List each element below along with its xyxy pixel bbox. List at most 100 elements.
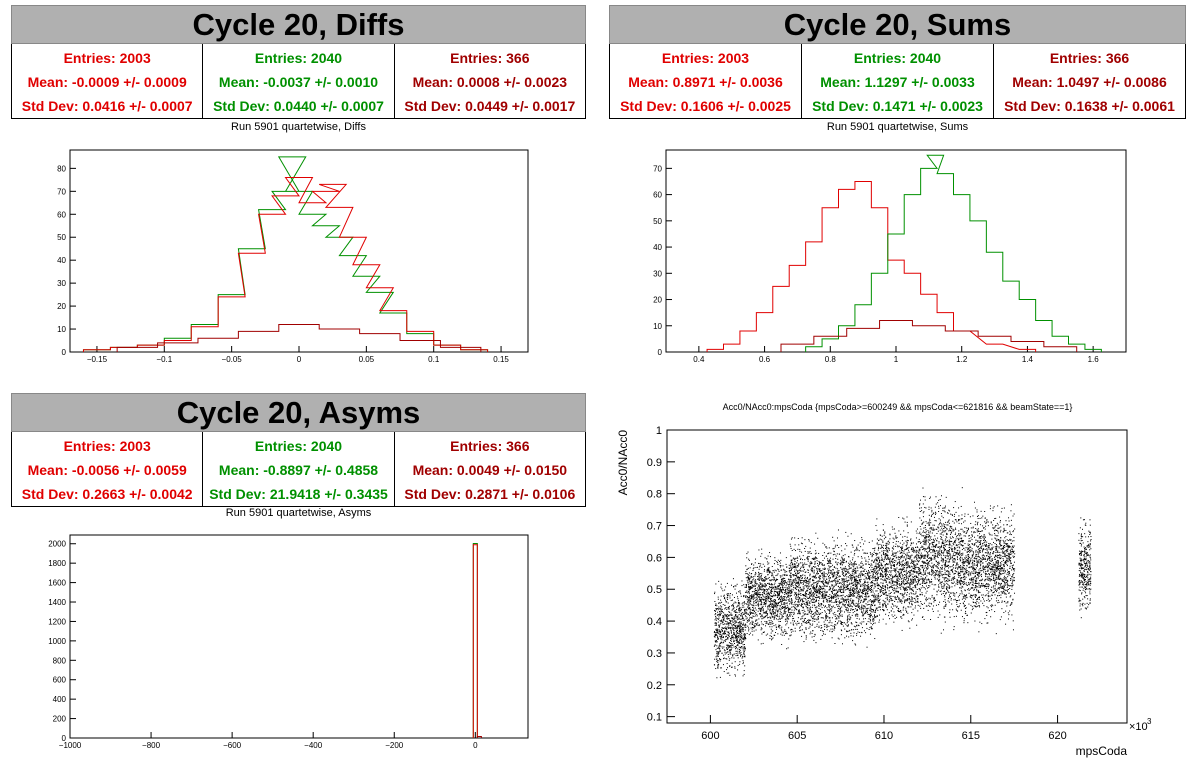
scatter-point (906, 524, 908, 526)
scatter-point (818, 580, 820, 582)
scatter-point (771, 573, 773, 575)
scatter-point (856, 580, 858, 582)
scatter-point (824, 544, 826, 546)
scatter-point (734, 642, 736, 644)
scatter-point (827, 558, 829, 560)
asyms-subtitle: Run 5901 quartetwise, Asyms (225, 507, 372, 519)
scatter-point (840, 588, 842, 590)
scatter-point (864, 540, 866, 542)
scatter-point (751, 620, 753, 622)
scatter-point (760, 627, 762, 629)
scatter-point (769, 610, 771, 612)
scatter-point (790, 572, 792, 574)
scatter-point (835, 580, 837, 582)
scatter-point (842, 588, 844, 590)
scatter-point (738, 635, 740, 637)
scatter-point (858, 583, 860, 585)
y-tick-label: 600 (53, 676, 67, 685)
scatter-point (864, 618, 866, 620)
scatter-point (865, 563, 867, 565)
scatter-point (852, 595, 854, 597)
scatter-point (881, 590, 883, 592)
scatter-point (828, 565, 830, 567)
plot-frame (69, 149, 529, 353)
scatter-point (866, 612, 868, 614)
scatter-point (793, 581, 795, 583)
scatter-point (723, 632, 725, 634)
scatter-point (901, 546, 903, 548)
scatter-point (903, 587, 905, 589)
scatter-point (743, 634, 745, 636)
scatter-point (727, 631, 729, 633)
scatter-point (847, 625, 849, 627)
scatter-point (736, 639, 738, 641)
x-tick-label: 605 (788, 730, 806, 742)
scatter-point (853, 608, 855, 610)
scatter-point (868, 564, 870, 566)
scatter-point (783, 597, 785, 599)
scatter-point (813, 615, 815, 617)
scatter-point (720, 643, 722, 645)
scatter-point (859, 597, 861, 599)
scatter-point (736, 592, 738, 594)
scatter-point (790, 634, 792, 636)
scatter-point (724, 633, 726, 635)
scatter-point (716, 608, 718, 610)
scatter-point (866, 573, 868, 575)
scatter-point (907, 549, 909, 551)
scatter-point (731, 609, 733, 611)
scatter-point (861, 537, 863, 539)
scatter-point (911, 599, 913, 601)
scatter-point (789, 571, 791, 573)
scatter-point (845, 587, 847, 589)
scatter-point (825, 615, 827, 617)
scatter-point (758, 613, 760, 615)
scatter-point (895, 553, 897, 555)
scatter-point (762, 578, 764, 580)
scatter-point (720, 608, 722, 610)
scatter-point (855, 581, 857, 583)
scatter-point (884, 592, 886, 594)
scatter-point (866, 627, 868, 629)
scatter-point (836, 563, 838, 565)
scatter-point (719, 649, 721, 651)
scatter-point (797, 586, 799, 588)
scatter-point (750, 586, 752, 588)
scatter-point (855, 591, 857, 593)
scatter-point (875, 596, 877, 598)
scatter-point (809, 592, 811, 594)
scatter-point (840, 562, 842, 564)
scatter-point (806, 602, 808, 604)
scatter-point (873, 614, 875, 616)
scatter-point (888, 578, 890, 580)
scatter-point (722, 642, 724, 644)
scatter-point (798, 622, 800, 624)
scatter-point (804, 581, 806, 583)
std-label: Std Dev: 21.9418 +/- 0.3435 (209, 486, 388, 502)
scatter-point (751, 563, 753, 565)
scatter-point (749, 586, 751, 588)
scatter-point (825, 597, 827, 599)
scatter-point (723, 640, 725, 642)
scatter-point (912, 618, 914, 620)
scatter-point (870, 577, 872, 579)
entries-label: Entries: 366 (450, 438, 530, 454)
scatter-point (869, 579, 871, 581)
scatter-point (748, 559, 750, 561)
scatter-point (802, 600, 804, 602)
scatter-point (772, 570, 774, 572)
scatter-point (850, 632, 852, 634)
scatter-point (837, 607, 839, 609)
scatter-point (856, 608, 858, 610)
scatter-point (729, 651, 731, 653)
scatter-point (822, 617, 824, 619)
scatter-point (831, 591, 833, 593)
scatter-point (881, 570, 883, 572)
scatter-point (794, 606, 796, 608)
scatter-point (745, 626, 747, 628)
scatter-point (852, 582, 854, 584)
scatter-point (742, 620, 744, 622)
scatter-point (839, 589, 841, 591)
scatter-point (864, 573, 866, 575)
scatter-point (757, 593, 759, 595)
